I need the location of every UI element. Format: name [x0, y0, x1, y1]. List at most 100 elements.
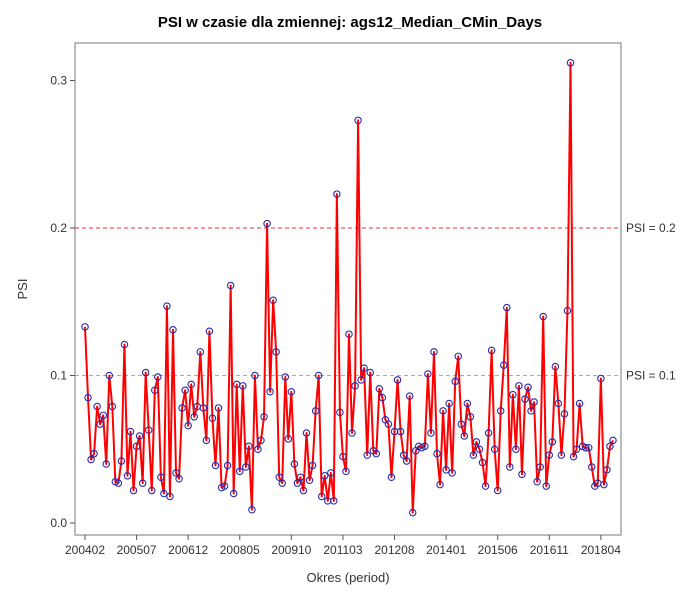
chart-title: PSI w czasie dla zmiennej: ags12_Median_…: [158, 14, 542, 31]
data-point: [257, 436, 265, 445]
data-point: [278, 479, 286, 487]
data-point: [600, 480, 608, 489]
y-axis-label: PSI: [15, 279, 30, 300]
data-point: [484, 429, 493, 437]
y-tick-label: 0.0: [50, 516, 67, 530]
data-point: [160, 489, 168, 498]
data-point: [320, 472, 329, 480]
x-tick-label: 200402: [65, 543, 105, 557]
series-line: [84, 61, 614, 514]
data-point: [393, 376, 402, 384]
x-tick-label: 200910: [271, 543, 311, 557]
data-point: [533, 477, 541, 486]
data-point: [144, 426, 153, 434]
data-point: [421, 442, 429, 451]
data-point: [436, 480, 444, 489]
data-point: [493, 486, 502, 495]
data-point: [366, 368, 374, 377]
data-point: [378, 393, 387, 402]
data-point: [108, 402, 117, 411]
data-point: [114, 479, 123, 487]
data-point: [260, 413, 268, 421]
data-point: [239, 382, 247, 390]
data-point: [311, 407, 320, 415]
data-point: [154, 373, 162, 381]
data-point: [205, 327, 214, 335]
data-point: [251, 371, 259, 380]
data-point: [275, 473, 283, 482]
x-tick-label: 200507: [117, 543, 157, 557]
data-point: [560, 410, 569, 418]
data-point: [375, 385, 384, 393]
data-point: [442, 466, 450, 474]
data-point: [354, 116, 362, 125]
data-point: [129, 486, 138, 495]
data-point: [236, 467, 244, 476]
data-point: [581, 444, 590, 452]
data-point: [609, 436, 617, 445]
data-point: [214, 404, 223, 412]
data-point: [487, 346, 496, 355]
data-point: [138, 479, 147, 487]
data-point: [569, 452, 578, 461]
data-point: [166, 492, 174, 501]
data-point: [521, 395, 529, 403]
data-point: [327, 469, 335, 477]
data-point: [333, 190, 341, 198]
data-point: [305, 476, 314, 484]
data-point: [348, 429, 356, 437]
data-point: [481, 482, 490, 490]
data-point: [302, 429, 311, 437]
data-point: [120, 340, 129, 349]
data-point: [199, 404, 208, 412]
data-point: [478, 458, 487, 467]
x-tick-label: 201804: [581, 543, 621, 557]
data-point: [296, 473, 305, 482]
data-point: [181, 386, 189, 394]
data-point: [463, 399, 472, 408]
data-point: [148, 486, 156, 495]
data-point: [229, 489, 238, 498]
data-point: [506, 463, 514, 471]
data-point: [190, 413, 198, 421]
x-tick-label: 200805: [220, 543, 260, 557]
data-point: [299, 486, 308, 495]
data-point: [603, 466, 611, 474]
data-point: [518, 470, 526, 479]
data-point: [245, 442, 253, 451]
data-point: [84, 393, 92, 402]
data-point: [457, 420, 466, 428]
data-point: [396, 427, 405, 436]
series-line-group: [84, 61, 614, 514]
data-point: [515, 382, 523, 390]
x-tick-label: 201208: [374, 543, 414, 557]
data-point: [557, 451, 566, 459]
data-point: [554, 399, 563, 408]
x-tick-label: 201506: [478, 543, 518, 557]
x-tick-label: 201401: [426, 543, 466, 557]
data-point: [211, 461, 220, 470]
data-point: [548, 438, 557, 446]
data-point: [563, 306, 572, 315]
data-point: [290, 460, 299, 468]
data-point: [512, 445, 520, 453]
data-point: [287, 387, 296, 396]
data-point: [93, 402, 101, 411]
data-point: [248, 505, 256, 514]
y-tick-label: 0.2: [50, 221, 67, 235]
data-point: [424, 370, 432, 378]
data-point: [172, 469, 180, 477]
data-point: [430, 348, 438, 356]
plot-area: [74, 42, 622, 536]
data-point: [584, 444, 593, 452]
data-point: [226, 281, 235, 290]
data-point: [178, 404, 186, 412]
data-point: [496, 407, 505, 415]
data-point: [427, 429, 435, 437]
y-tick-label: 0.1: [50, 369, 67, 383]
data-point: [99, 411, 107, 420]
data-point: [223, 461, 232, 470]
data-point: [539, 312, 547, 321]
data-point: [314, 371, 323, 380]
data-point: [363, 451, 371, 459]
